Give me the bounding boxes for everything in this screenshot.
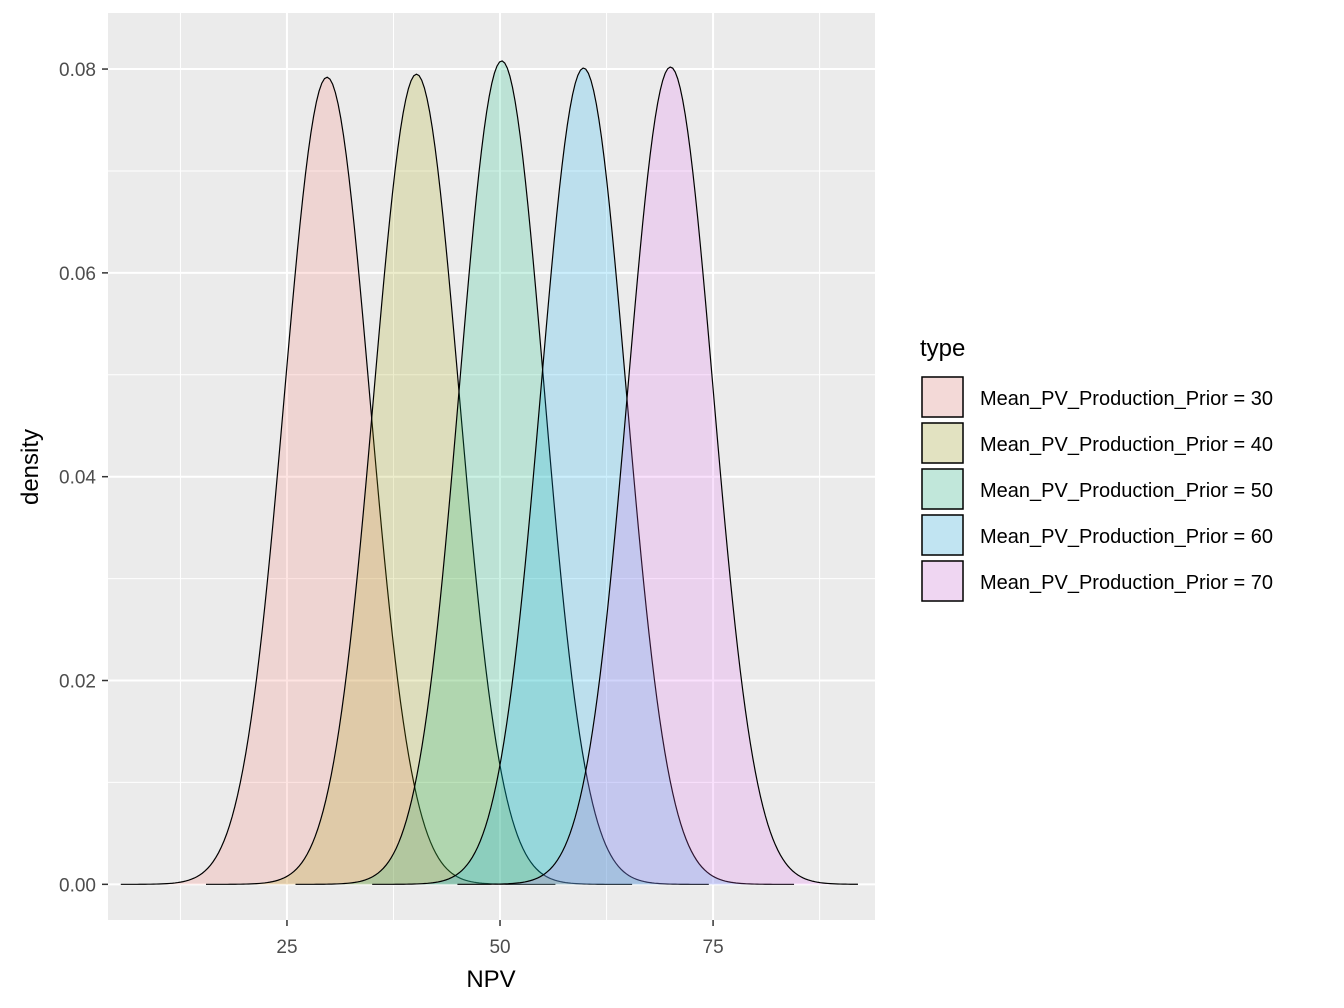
- y-tick-label: 0.02: [59, 672, 96, 693]
- y-axis-title: density: [17, 429, 44, 505]
- legend-key-swatch: [921, 376, 964, 418]
- density-outline-series-3: [295, 60, 709, 885]
- legend-key-background: [921, 560, 964, 602]
- density-area-series-4: [372, 68, 795, 885]
- density-area-series-5: [457, 67, 858, 885]
- x-tick-label: 50: [489, 937, 510, 958]
- x-tick-label: 75: [703, 937, 724, 958]
- x-tick-label: 25: [276, 937, 297, 958]
- legend-item: Mean_PV_Production_Prior = 50: [921, 468, 1273, 510]
- legend-key-swatch: [921, 560, 964, 602]
- legend-label: Mean_PV_Production_Prior = 40: [980, 434, 1273, 456]
- legend-label: Mean_PV_Production_Prior = 60: [980, 526, 1273, 548]
- x-axis: 25 50 75: [276, 920, 724, 958]
- legend-key-swatch: [921, 422, 964, 464]
- legend-key-background: [921, 376, 964, 418]
- plot-panel: [108, 13, 875, 920]
- y-tick-label: 0.08: [59, 60, 96, 81]
- y-tick-label: 0.04: [59, 468, 96, 489]
- legend-item: Mean_PV_Production_Prior = 30: [921, 376, 1273, 418]
- legend-key-background: [921, 468, 964, 510]
- density-outline-series-4: [372, 67, 795, 885]
- legend-key-swatch: [921, 468, 964, 510]
- legend-key-swatch: [921, 514, 964, 556]
- density-outline-series-2: [206, 73, 633, 885]
- density-areas: [120, 60, 858, 885]
- legend-item: Mean_PV_Production_Prior = 60: [921, 514, 1273, 556]
- density-area-series-1: [120, 77, 556, 885]
- x-axis-title: NPV: [466, 966, 515, 993]
- legend-item: Mean_PV_Production_Prior = 70: [921, 560, 1273, 602]
- legend-key-background: [921, 514, 964, 556]
- density-area-series-3: [295, 60, 709, 885]
- density-area-series-2: [206, 74, 633, 885]
- major-gridlines: [108, 13, 875, 920]
- legend-item: Mean_PV_Production_Prior = 40: [921, 422, 1273, 464]
- density-outline-series-5: [457, 66, 858, 885]
- legend-label: Mean_PV_Production_Prior = 30: [980, 388, 1273, 410]
- legend-title: type: [920, 335, 965, 362]
- density-outline-series-1: [120, 76, 556, 885]
- legend-key-background: [921, 422, 964, 464]
- legend-label: Mean_PV_Production_Prior = 50: [980, 480, 1273, 502]
- minor-gridlines: [108, 13, 875, 920]
- legend: type Mean_PV_Production_Prior = 30 Mean_P…: [920, 335, 1273, 602]
- legend-label: Mean_PV_Production_Prior = 70: [980, 572, 1273, 594]
- y-axis: 0.00 0.02 0.04 0.06 0.08: [59, 60, 108, 896]
- y-tick-label: 0.00: [59, 875, 96, 896]
- y-tick-label: 0.06: [59, 264, 96, 285]
